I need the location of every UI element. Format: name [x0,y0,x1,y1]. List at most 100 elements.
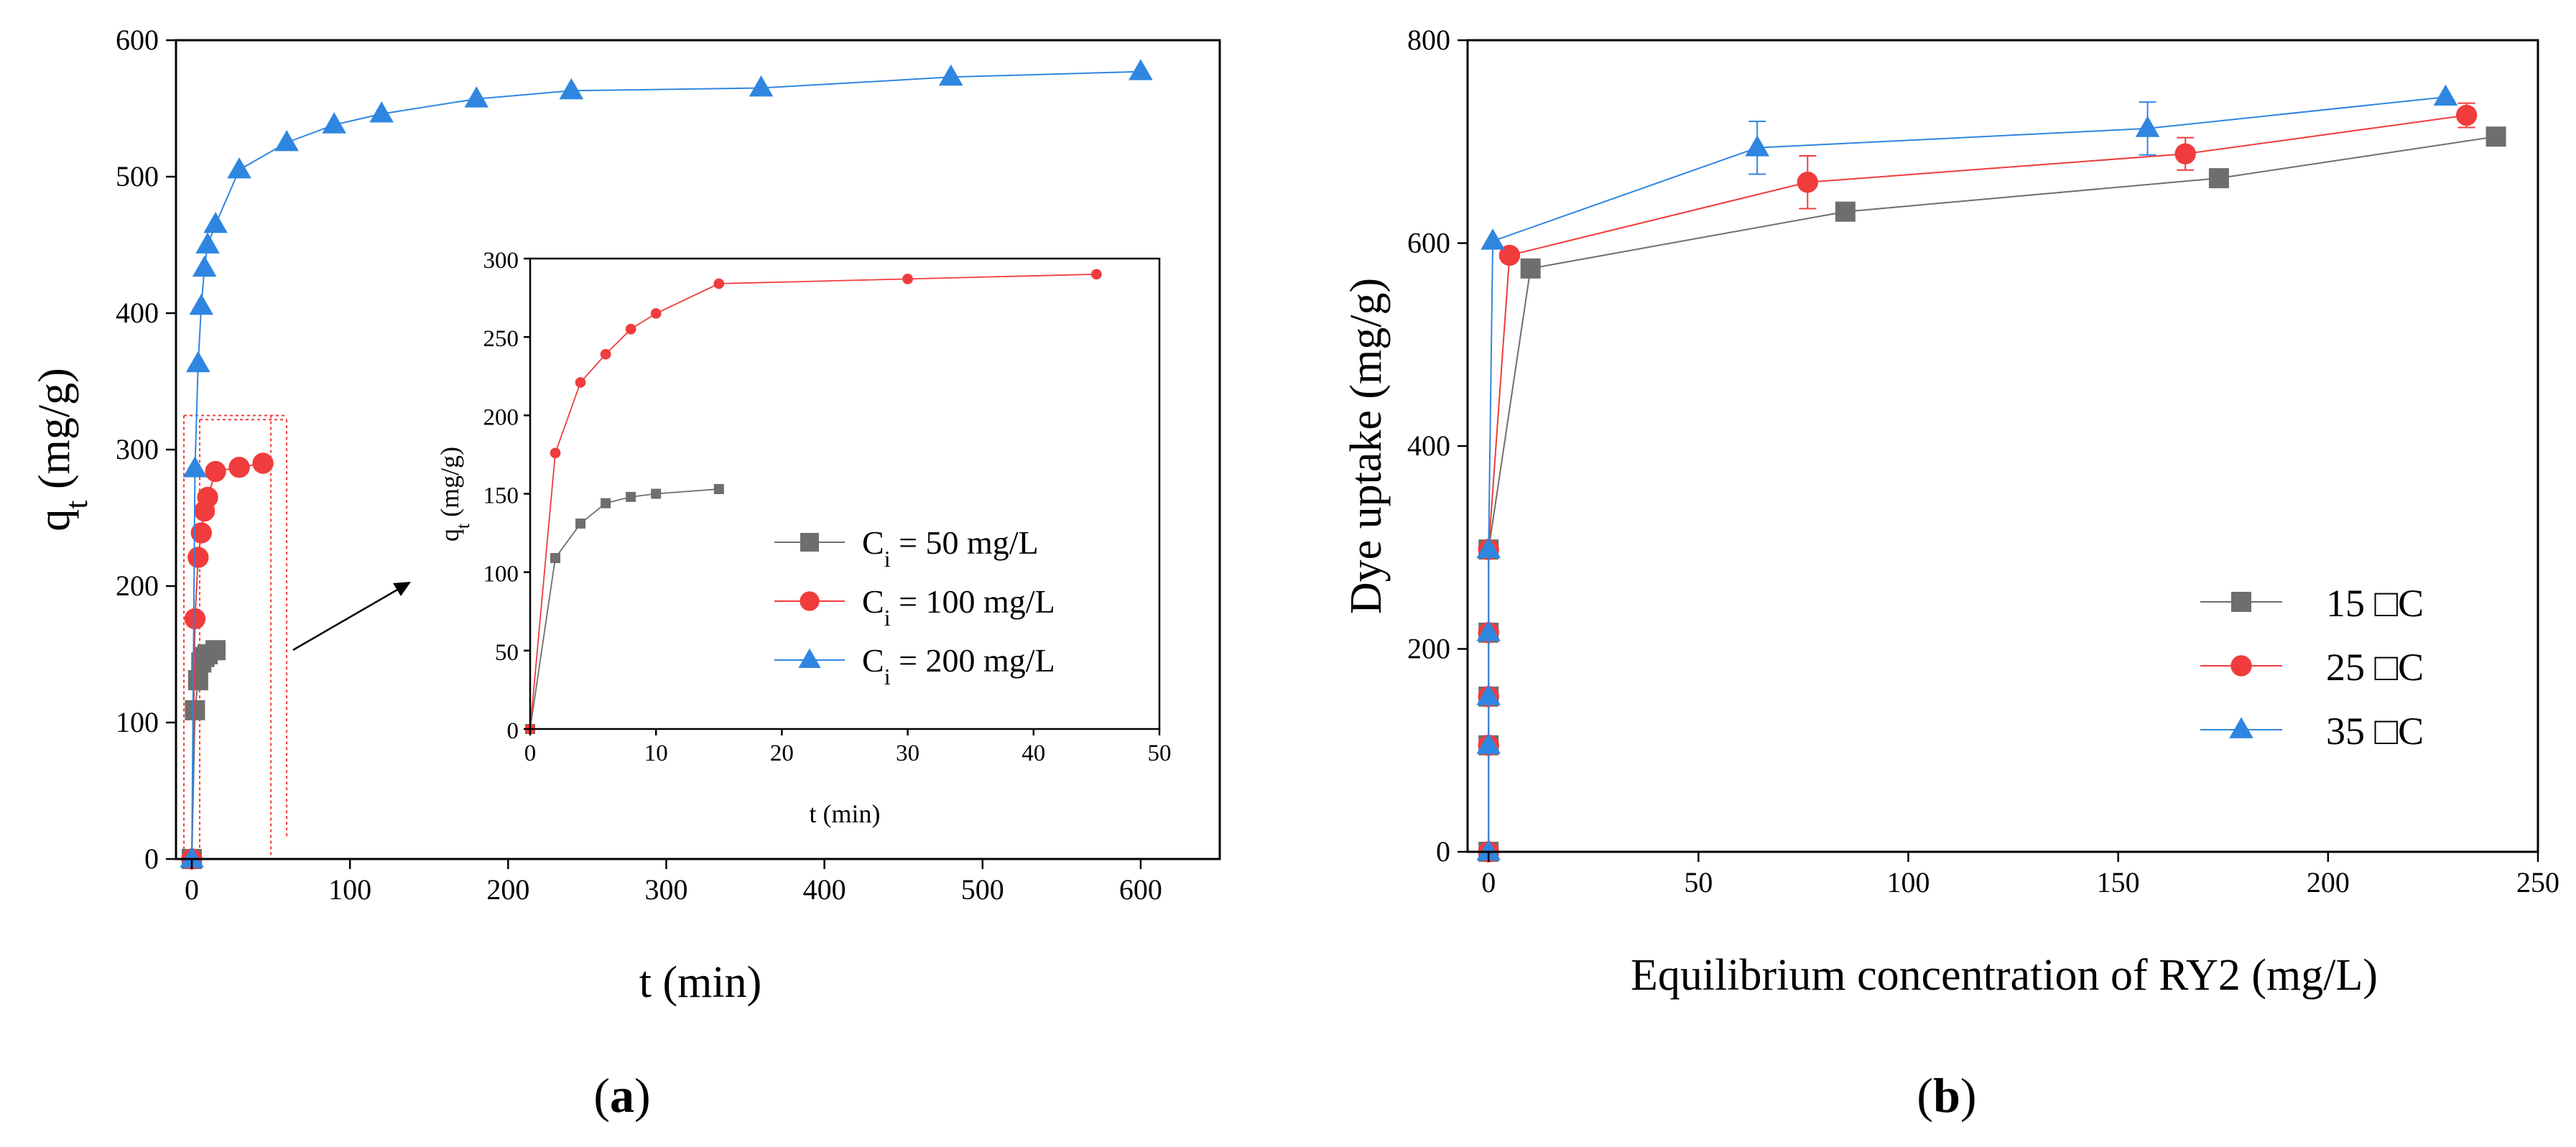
main-x-tick-label: 100 [328,873,371,906]
isotherm-point-circle [1498,244,1521,266]
main-point-triangle [203,212,228,233]
isotherm-y-tick-label: 600 [1407,227,1450,259]
main-y-axis-title: qt (mg/g) [30,368,94,531]
legend-label: Ci = 100 mg/L [862,583,1055,631]
main-y-tick-label: 200 [116,570,159,602]
inset-x-tick-label: 50 [1148,740,1172,766]
main-y-tick-label: 500 [116,160,159,192]
inset-y-tick-label: 250 [483,326,519,352]
inset-plot-frame [529,257,1161,730]
main-point-square [187,670,208,691]
main-point-triangle [192,255,217,277]
main-point-square [185,700,205,720]
isotherm-point-square [1520,258,1541,279]
legend-item: Ci = 50 mg/L [774,524,1039,572]
isotherm-x-axis-title: Equilibrium concentration of RY2 (mg/L) [1631,951,2378,1000]
isotherm-point-triangle [2433,84,2458,106]
main-x-tick-label: 500 [961,873,1004,906]
legend-marker-triangle [2229,717,2253,738]
zoom-arrow-head [393,582,411,596]
isotherm-point-circle [2455,104,2478,126]
main-x-tick-label: 300 [644,873,687,906]
isotherm-y-tick-label: 200 [1407,633,1450,665]
inset-point-circle [902,274,913,284]
isotherm-point-square [2485,126,2506,147]
main-point-circle [190,522,212,544]
main-y-tick-label: 0 [144,842,159,875]
isotherm-axis-ticks: 0 50 100 150 200 250 0 200 400 600 800 [1407,24,2559,898]
inset-x-tick-label: 0 [524,740,537,766]
main-point-circle [252,452,274,474]
isotherm-series-line-1 [1488,114,2467,852]
legend-item: 35 □C [2200,710,2424,753]
inset-point-circle [650,308,662,319]
isotherm-point-triangle [1476,839,1501,860]
isotherm-point-triangle [1476,620,1501,641]
isotherm-point-square [2208,168,2229,189]
main-point-triangle [322,112,346,134]
main-point-circle [228,457,250,478]
isotherm-point-circle [1797,172,1818,193]
legend-label: Ci = 200 mg/L [862,642,1055,689]
main-point-circle [205,460,226,483]
legend-label: 25 □C [2326,646,2424,689]
main-y-tick-label: 400 [116,297,159,329]
main-point-triangle [464,86,489,108]
legend-label: 35 □C [2326,710,2424,753]
main-series-line-2 [191,70,1141,860]
main-point-triangle [749,75,774,97]
legend-item: Ci = 200 mg/L [774,642,1055,689]
isotherm-x-tick-label: 250 [2516,866,2559,898]
inset-point-square [550,553,561,564]
main-point-triangle [227,157,251,179]
inset-y-tick-label: 150 [483,483,519,509]
main-x-tick-label: 400 [803,873,846,906]
inset-y-tick-label: 200 [483,404,519,430]
inset-point-square [575,518,586,529]
inset-x-tick-label: 20 [770,740,794,766]
main-point-triangle [182,456,208,478]
main-y-tick-label: 600 [116,24,159,56]
inset-y-tick-label: 300 [483,248,519,274]
isotherm-point-triangle [1745,135,1769,157]
main-point-triangle [186,350,210,373]
legend-label: Ci = 50 mg/L [862,524,1039,572]
inset-x-tick-label: 30 [896,740,919,766]
isotherm-x-tick-label: 0 [1481,866,1496,898]
isotherm-y-tick-label: 400 [1407,429,1450,462]
main-point-circle [187,547,209,568]
isotherm-series-line-2 [1488,96,2446,852]
isotherm-x-tick-label: 100 [1887,866,1930,898]
legend-marker-square [2231,592,2251,612]
isotherm-point-triangle [1476,684,1501,705]
isotherm-x-tick-label: 50 [1684,866,1713,898]
main-point-circle [197,486,218,509]
isotherm-point-triangle [1476,733,1501,754]
inset-y-tick-label: 100 [483,562,519,588]
isotherm-chart: 0 50 100 150 200 250 0 200 400 600 800 Equilibrium… [1342,24,2559,1000]
main-point-triangle [1129,59,1153,80]
legend-item: Ci = 100 mg/L [774,583,1055,631]
inset-y-axis-title: qt (mg/g) [435,447,473,542]
main-point-circle [184,608,206,630]
inset-series-line-0 [529,488,719,730]
main-plot-frame [175,39,1221,860]
isotherm-x-tick-label: 200 [2307,866,2350,898]
isotherm-point-circle [2174,143,2196,164]
inset-point-circle [575,377,586,388]
main-x-tick-label: 0 [185,873,199,906]
legend-label: 15 □C [2326,582,2424,625]
main-x-tick-label: 600 [1119,873,1162,906]
inset-point-square [713,483,724,494]
inset-point-square [626,491,636,502]
main-point-triangle [195,232,220,254]
isotherm-y-axis-title: Dye uptake (mg/g) [1342,278,1391,614]
main-point-triangle [180,846,204,868]
inset-point-circle [600,348,611,360]
inset-kinetics-chart: 0 10 20 30 40 50 0 50 100 150 200 250 300 t (min) qt… [435,248,1172,828]
isotherm-point-triangle [1481,228,1505,250]
main-x-tick-label: 200 [486,873,529,906]
main-point-triangle [189,294,214,315]
legend-item: 25 □C [2200,646,2424,689]
